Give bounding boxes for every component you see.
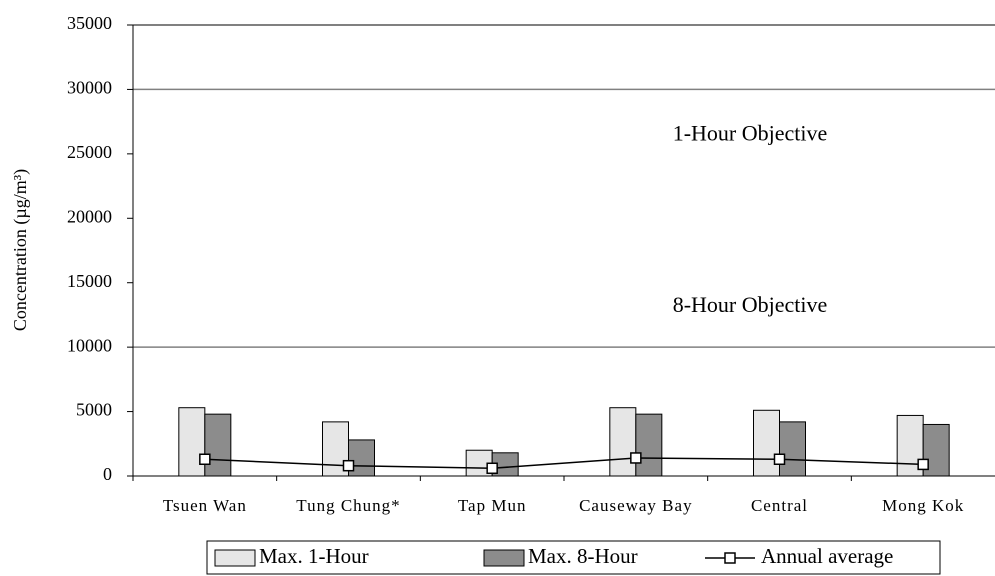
- x-tick-label: Causeway Bay: [579, 496, 693, 515]
- bar: [609, 407, 637, 477]
- y-tick-label: 0: [103, 464, 112, 484]
- y-tick-label: 5000: [76, 400, 112, 420]
- marker: [342, 459, 355, 472]
- y-tick-label: 25000: [67, 142, 112, 162]
- marker: [630, 452, 642, 464]
- objective-label: 8-Hour Objective: [673, 292, 828, 317]
- y-tick-label: 10000: [67, 335, 112, 355]
- x-tick-label: Central: [751, 496, 808, 515]
- legend-marker: [724, 552, 736, 564]
- x-tick-label: Mong Kok: [882, 496, 964, 515]
- legend-label: Max. 8-Hour: [528, 544, 638, 568]
- y-tick-label: 15000: [67, 271, 112, 291]
- x-tick-label: Tap Mun: [458, 496, 527, 515]
- y-tick-label: 20000: [67, 206, 112, 226]
- x-tick-label: Tsuen Wan: [163, 496, 247, 515]
- x-tick-label: Tung Chung*: [296, 496, 400, 515]
- y-axis-label: Concentration (µg/m³): [10, 169, 31, 331]
- legend-swatch: [483, 549, 525, 567]
- legend-label: Max. 1-Hour: [259, 544, 369, 568]
- marker: [199, 453, 211, 465]
- legend-label: Annual average: [761, 544, 893, 568]
- bar: [204, 413, 232, 477]
- y-tick-label: 35000: [67, 13, 112, 33]
- marker: [486, 462, 498, 475]
- marker: [773, 453, 786, 465]
- bar: [753, 409, 780, 477]
- bar: [635, 413, 663, 477]
- bar: [178, 407, 206, 477]
- y-tick-label: 30000: [67, 78, 112, 98]
- line: [204, 457, 924, 470]
- legend-box: [206, 540, 941, 575]
- marker: [917, 458, 929, 471]
- bar: [779, 421, 806, 477]
- objective-label: 1-Hour Objective: [673, 120, 828, 145]
- legend-swatch: [214, 549, 256, 567]
